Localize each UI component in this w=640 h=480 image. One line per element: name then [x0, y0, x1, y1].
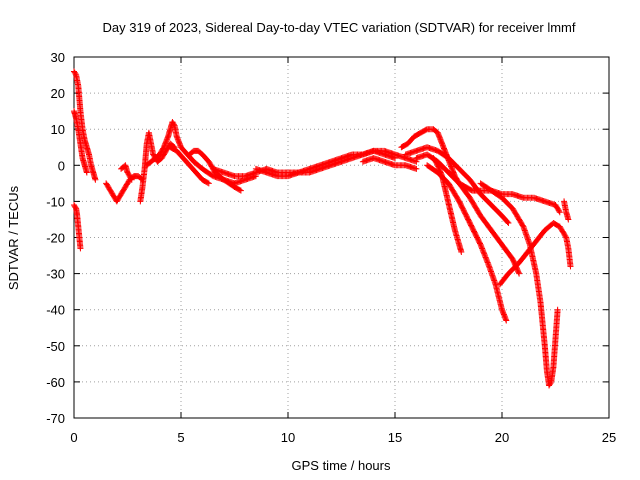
- data-point: [480, 248, 487, 255]
- data-point: [504, 219, 511, 226]
- data-point: [562, 233, 569, 240]
- x-tick-label: 15: [388, 430, 402, 445]
- y-axis-label: SDTVAR / TECUs: [6, 185, 21, 290]
- data-point: [170, 121, 177, 128]
- data-point: [482, 254, 489, 261]
- data-point: [479, 246, 486, 253]
- data-point: [485, 262, 492, 269]
- data-point: [556, 208, 563, 215]
- data-point: [481, 251, 488, 258]
- x-tick-label: 0: [70, 430, 77, 445]
- y-tick-label: 20: [51, 86, 65, 101]
- data-series-track-20: [561, 198, 572, 223]
- grid: [74, 57, 609, 418]
- data-point: [413, 165, 420, 172]
- y-tick-label: -50: [46, 339, 65, 354]
- data-series-track-11: [252, 147, 420, 180]
- y-tick-label: 30: [51, 50, 65, 65]
- x-tick-label: 25: [602, 430, 616, 445]
- data-point: [478, 242, 485, 249]
- x-tick-label: 5: [177, 430, 184, 445]
- chart-title: Day 319 of 2023, Sidereal Day-to-day VTE…: [103, 20, 576, 35]
- data-point: [236, 186, 243, 193]
- data-series-track-6: [137, 129, 178, 205]
- data-point: [205, 180, 212, 187]
- data-point: [484, 259, 491, 266]
- x-tick-label: 10: [281, 430, 295, 445]
- y-tick-label: -40: [46, 303, 65, 318]
- data-series-track-17: [430, 155, 465, 255]
- x-axis-label: GPS time / hours: [292, 458, 391, 473]
- y-tick-label: -30: [46, 267, 65, 282]
- x-tick-label: 20: [495, 430, 509, 445]
- data-point: [128, 176, 135, 183]
- data-point: [83, 169, 90, 176]
- data-series-track-2: [71, 108, 90, 176]
- y-tick-label: 0: [58, 158, 65, 173]
- data-point: [505, 220, 512, 227]
- data-series-track-8: [167, 144, 212, 187]
- data-point: [483, 257, 490, 264]
- data-point: [567, 263, 574, 270]
- data-series-track-5: [118, 162, 135, 183]
- data-series-track-15: [413, 151, 523, 277]
- y-tick-label: 10: [51, 122, 65, 137]
- data-series-track-19: [496, 220, 574, 288]
- data-point: [480, 249, 487, 256]
- data-point: [479, 245, 486, 252]
- data-point: [92, 176, 99, 183]
- data-point: [458, 248, 465, 255]
- data-point: [237, 187, 244, 194]
- data-series-track-18: [477, 180, 561, 389]
- data-point: [565, 216, 572, 223]
- data-point: [482, 253, 489, 260]
- data-series-track-4: [103, 173, 146, 205]
- data-point: [481, 250, 488, 257]
- y-tick-label: -10: [46, 194, 65, 209]
- data-point: [483, 255, 490, 262]
- data-point: [554, 306, 561, 313]
- data-point: [556, 209, 563, 216]
- data-point: [204, 179, 211, 186]
- y-tick-label: -70: [46, 411, 65, 426]
- axis-ticks: 0 5 10 15 20 25 30 20 10 0 -10 -20 -30 -40 -50 -60 -70: [46, 50, 616, 445]
- data-point: [516, 270, 523, 277]
- data-point: [484, 258, 491, 265]
- data-point: [485, 260, 492, 267]
- data-series-track-3: [71, 202, 84, 252]
- data-series-track-13: [398, 126, 563, 216]
- data-point: [128, 175, 135, 182]
- data-point: [515, 269, 522, 276]
- data-layer: [71, 68, 574, 389]
- y-tick-label: -20: [46, 231, 65, 246]
- data-point: [72, 70, 79, 77]
- data-point: [547, 380, 554, 387]
- data-series-track-12: [359, 155, 420, 172]
- data-point: [503, 317, 510, 324]
- data-point: [477, 241, 484, 248]
- data-point: [77, 245, 84, 252]
- data-series-track-14: [402, 144, 512, 227]
- data-point: [478, 244, 485, 251]
- y-tick-label: -60: [46, 375, 65, 390]
